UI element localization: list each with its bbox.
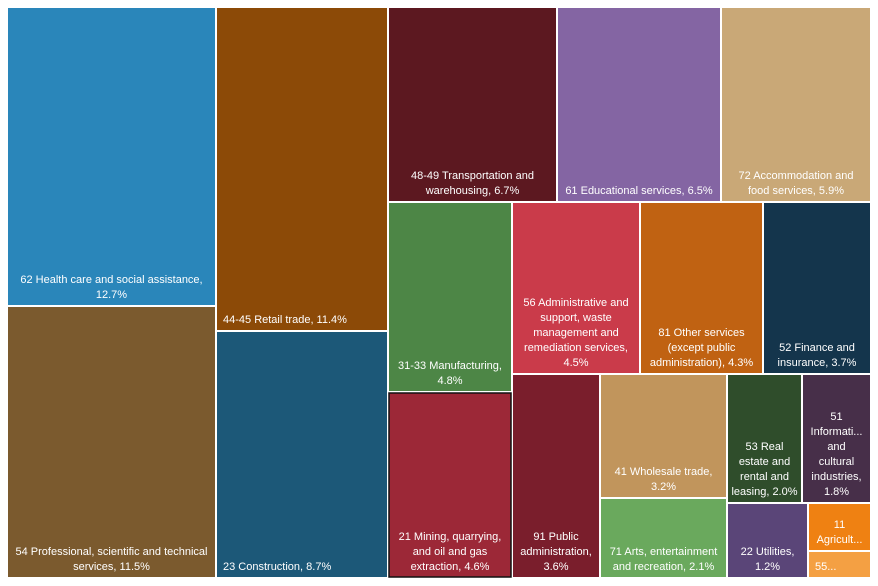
tile-71-arts-entertainment-and-recreation[interactable] bbox=[601, 499, 726, 577]
tile-label-91-public-administration: 91 Public administration, 3.6% bbox=[520, 531, 592, 573]
tile-31-33-manufacturing[interactable] bbox=[389, 203, 511, 391]
tile-label-31-33-manufacturing: 31-33 Manufacturing, 4.8% bbox=[398, 360, 502, 387]
tile-22-utilities[interactable] bbox=[728, 504, 807, 577]
tile-61-educational-services[interactable] bbox=[558, 8, 720, 201]
tile-91-public-administration[interactable] bbox=[513, 375, 599, 577]
tile-label-48-49-transportation-and-warehousing: 48-49 Transportation and warehousing, 6.7… bbox=[411, 170, 534, 197]
tile-11-agriculture[interactable] bbox=[809, 504, 870, 550]
tile-label-81-other-services-except-public-administration: 81 Other services (except public administr… bbox=[650, 327, 754, 369]
tile-51-information-and-cultural-industries[interactable] bbox=[803, 375, 870, 502]
tile-label-71-arts-entertainment-and-recreation: 71 Arts, entertainment and recreation, 2.… bbox=[610, 546, 718, 573]
tile-label-54-professional-scientific-and-technical-services: 54 Professional, scientific and technica… bbox=[16, 546, 208, 573]
tile-label-41-wholesale-trade: 41 Wholesale trade, 3.2% bbox=[615, 466, 713, 493]
tile-label-72-accommodation-and-food-services: 72 Accommodation and food services, 5.9% bbox=[739, 170, 854, 197]
tile-52-finance-and-insurance[interactable] bbox=[764, 203, 870, 373]
tile-label-52-finance-and-insurance: 52 Finance and insurance, 3.7% bbox=[778, 342, 857, 369]
tile-label-53-real-estate-and-rental-and-leasing: 53 Real estate and rental and leasing, 2.0% bbox=[731, 441, 797, 498]
tile-81-other-services-except-public-administration[interactable] bbox=[641, 203, 762, 373]
tile-label-44-45-retail-trade: 44-45 Retail trade, 11.4% bbox=[223, 314, 347, 326]
tile-label-55: 55... bbox=[815, 561, 836, 573]
tile-label-51-information-and-cultural-industries: 51 Informati... and cultural industries, 1.8% bbox=[811, 411, 863, 498]
tile-23-construction[interactable] bbox=[217, 332, 387, 577]
tile-48-49-transportation-and-warehousing[interactable] bbox=[389, 8, 556, 201]
tile-label-56-administrative-and-support-waste-management-and-remediation-services: 56 Administrative and support, waste manag… bbox=[523, 297, 628, 369]
tile-label-11-agriculture: 11 Agricult... bbox=[817, 519, 863, 546]
tile-56-administrative-and-support-waste-management-and-remediation-services[interactable] bbox=[513, 203, 639, 373]
treemap-tiles bbox=[8, 8, 870, 578]
tile-53-real-estate-and-rental-and-leasing[interactable] bbox=[728, 375, 801, 502]
tile-label-21-mining-quarrying-and-oil-and-gas-extraction: 21 Mining, quarrying, and oil and gas extr… bbox=[399, 531, 502, 573]
tile-55[interactable] bbox=[809, 552, 870, 577]
tile-label-23-construction: 23 Construction, 8.7% bbox=[223, 561, 331, 573]
tile-54-professional-scientific-and-technical-services[interactable] bbox=[8, 307, 215, 577]
tile-41-wholesale-trade[interactable] bbox=[601, 375, 726, 497]
tile-21-mining-quarrying-and-oil-and-gas-extraction[interactable] bbox=[388, 392, 512, 578]
tile-label-62-health-care-and-social-assistance: 62 Health care and social assistance, 12.… bbox=[20, 274, 202, 301]
tile-62-health-care-and-social-assistance[interactable] bbox=[8, 8, 215, 305]
tile-72-accommodation-and-food-services[interactable] bbox=[722, 8, 870, 201]
treemap-labels: 62 Health care and social assistance, 12.… bbox=[16, 170, 863, 573]
tile-label-61-educational-services: 61 Educational services, 6.5% bbox=[565, 185, 713, 197]
tile-label-22-utilities: 22 Utilities, 1.2% bbox=[741, 546, 795, 573]
tile-44-45-retail-trade[interactable] bbox=[217, 8, 387, 330]
